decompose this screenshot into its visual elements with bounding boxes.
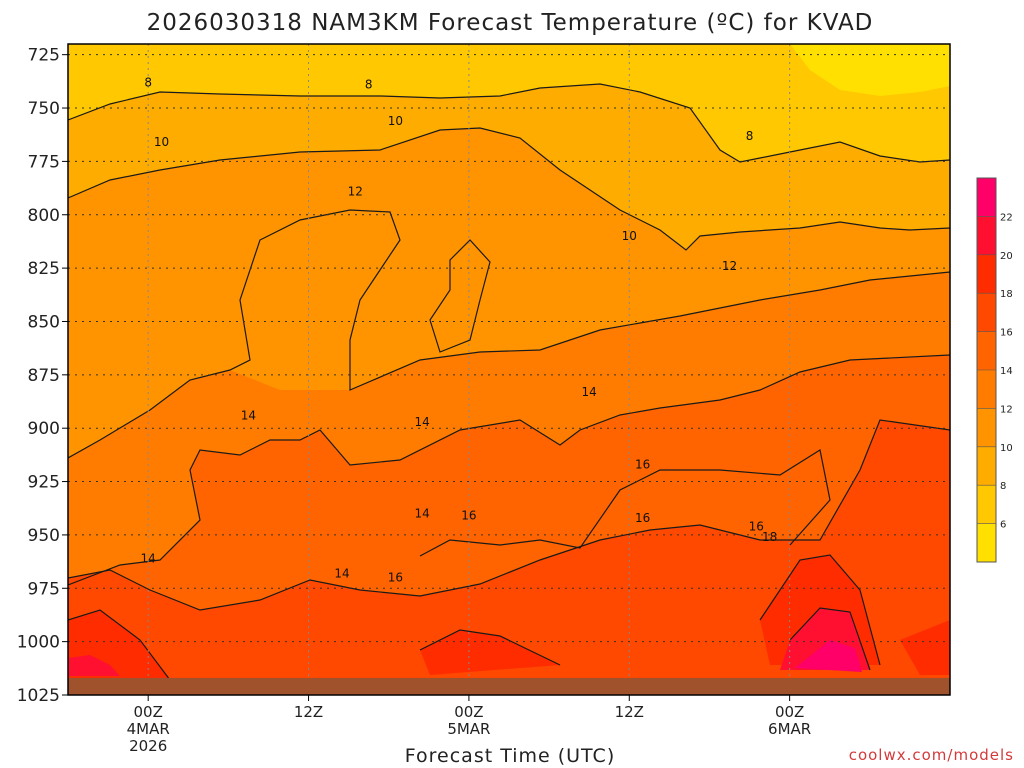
contour-label: 16	[635, 511, 650, 525]
credit-text: coolwx.com/models	[849, 746, 1014, 764]
x-axis-label: Forecast Time (UTC)	[405, 745, 615, 767]
contour-18	[759, 554, 881, 666]
contour-label: 14	[414, 415, 429, 429]
temperature-fill-20-22	[68, 555, 950, 680]
legend-level-label: 12	[1000, 404, 1013, 415]
grid-lines	[68, 44, 950, 695]
x-tick-label: 00Z	[133, 703, 162, 721]
x-tick-label: 2026	[129, 737, 167, 755]
contour-label: 10	[622, 229, 637, 243]
contour-20-secondary	[419, 629, 561, 666]
legend-level-label: 18	[1000, 289, 1013, 300]
contour-label: 16	[388, 571, 403, 585]
contour-8	[68, 83, 950, 163]
legend-level-label: 16	[1000, 328, 1013, 339]
contour-label: 14	[334, 566, 349, 580]
legend-color-swatch	[977, 293, 996, 332]
contour-lines	[68, 83, 950, 681]
color-legend: 6 8 10 12 14 16 18 20 22	[976, 177, 1013, 563]
x-tick-label: 00Z	[775, 703, 804, 721]
y-tick-label: 975	[28, 579, 60, 599]
contour-12-pocket	[429, 239, 491, 353]
legend-level-label: 6	[1000, 520, 1006, 531]
contour-14	[68, 354, 950, 586]
contour-label: 10	[154, 135, 169, 149]
y-tick-label: 750	[28, 99, 60, 119]
x-tick-label: 12Z	[294, 703, 323, 721]
contour-label: 8	[746, 129, 754, 143]
y-tick-label: 1025	[17, 686, 60, 706]
contour-label: 10	[388, 114, 403, 128]
y-tick-label: 950	[28, 526, 60, 546]
x-tick-label: 6MAR	[768, 720, 811, 738]
ground-surface	[68, 677, 950, 695]
contour-label: 14	[241, 408, 256, 422]
x-tick-label: 5MAR	[447, 720, 490, 738]
contour-20	[68, 609, 171, 681]
contour-label: 16	[749, 519, 764, 533]
contour-16-secondary	[419, 449, 831, 557]
x-tick-label: 4MAR	[127, 720, 170, 738]
contour-label: 8	[365, 78, 373, 92]
contour-22	[789, 607, 871, 671]
y-tick-label: 800	[28, 206, 60, 226]
legend-color-swatch	[977, 485, 996, 524]
chart-title: 2026030318 NAM3KM Forecast Temperature (…	[147, 10, 874, 36]
temperature-fill-above-24	[795, 640, 862, 672]
contour-label: 14	[582, 385, 597, 399]
temperature-fill-6-8	[68, 44, 950, 162]
legend-level-label: 8	[1000, 481, 1006, 492]
temperature-fill-below-6	[790, 44, 950, 96]
contour-label: 12	[348, 184, 363, 198]
y-tick-label: 775	[28, 152, 60, 172]
contour-label: 18	[762, 530, 777, 544]
contour-label: 14	[414, 507, 429, 521]
x-tick-label: 00Z	[454, 703, 483, 721]
contour-12	[68, 209, 950, 459]
legend-color-swatch	[977, 216, 996, 255]
temperature-fill-18-20	[68, 420, 950, 695]
legend-color-swatch	[977, 331, 996, 370]
legend-level-label: 14	[1000, 366, 1013, 377]
contour-label: 14	[141, 551, 156, 565]
contour-label: 16	[461, 509, 476, 523]
y-tick-label: 1000	[17, 633, 60, 653]
plot-frame	[67, 43, 951, 696]
y-tick-label: 900	[28, 419, 60, 439]
x-tick-label: 12Z	[615, 703, 644, 721]
contour-label: 12	[722, 259, 737, 273]
legend-color-swatch	[977, 178, 996, 217]
y-tick-label: 725	[28, 46, 60, 66]
y-tick-label: 850	[28, 312, 60, 332]
contour-label: 16	[635, 457, 650, 471]
legend-level-label: 20	[1000, 251, 1013, 262]
legend-color-swatch	[977, 408, 996, 447]
contour-label: 8	[144, 75, 152, 89]
y-axis: 725 750 775 800 825 850 875 900 925 950 975 1000 102…	[17, 46, 68, 706]
contour-10	[68, 127, 950, 251]
legend-color-swatch	[977, 446, 996, 486]
legend-color-swatch	[977, 254, 996, 294]
legend-level-label: 22	[1000, 212, 1013, 223]
contour-16	[68, 419, 950, 611]
y-tick-label: 825	[28, 259, 60, 279]
y-tick-label: 925	[28, 473, 60, 493]
temperature-fill-10-12-pocket	[240, 210, 400, 400]
legend-color-swatch	[977, 370, 996, 409]
legend-level-label: 10	[1000, 443, 1013, 454]
legend-color-swatch	[977, 523, 996, 562]
y-tick-label: 875	[28, 366, 60, 386]
